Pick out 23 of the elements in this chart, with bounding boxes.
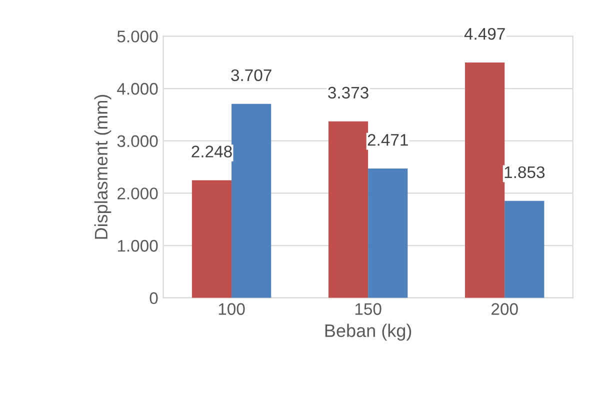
bar — [328, 121, 368, 298]
data-label: 1.853 — [504, 166, 545, 178]
x-axis-title: Beban (kg) — [325, 324, 412, 341]
data-label: 4.497 — [464, 28, 505, 40]
bar — [465, 62, 505, 298]
x-tick-label: 100 — [218, 303, 245, 315]
y-tick-label: 4.000 — [117, 82, 158, 95]
y-tick-label: 1.000 — [118, 240, 158, 252]
data-label: 3.373 — [328, 86, 368, 99]
x-tick-label: 200 — [492, 303, 518, 315]
y-axis-title: Displasment (mm) — [94, 94, 112, 239]
bar — [192, 180, 232, 298]
y-tick-label: 5.000 — [117, 30, 158, 42]
x-tick-label: 150 — [355, 303, 382, 315]
y-tick-label: 2.000 — [118, 188, 158, 200]
data-label: 2.471 — [368, 134, 408, 146]
data-label: 3.707 — [231, 69, 272, 82]
y-tick-label: 0 — [150, 292, 158, 304]
bar — [504, 200, 544, 298]
y-tick-label: 3.000 — [117, 135, 158, 148]
data-label: 2.248 — [192, 146, 232, 158]
bar — [232, 104, 272, 298]
bar — [368, 168, 408, 298]
